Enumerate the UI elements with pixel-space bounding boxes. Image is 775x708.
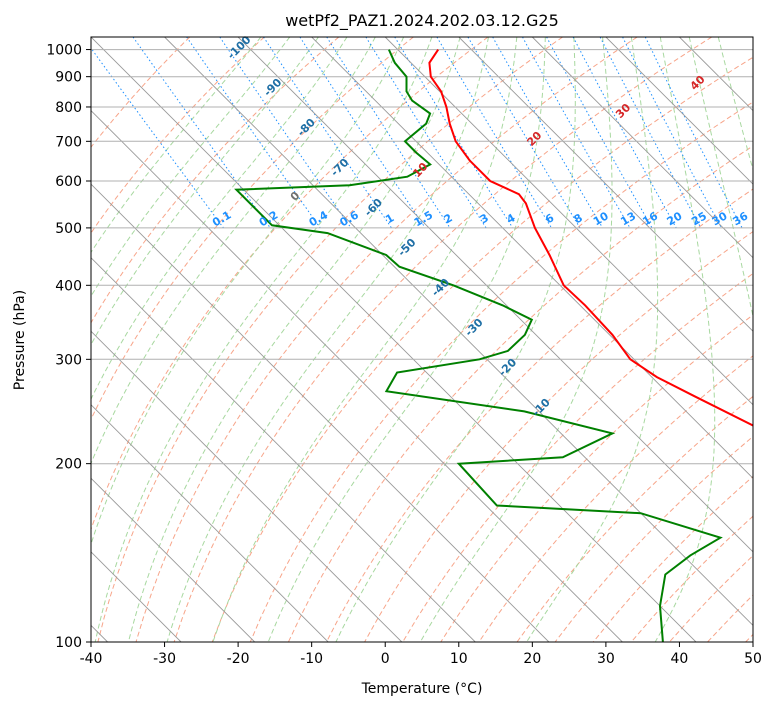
y-tick-label: 200: [55, 457, 82, 473]
dry-adiabat-line: [478, 355, 753, 642]
dewpoint-line: [234, 49, 723, 642]
moist-adiabat-line: [212, 37, 518, 642]
y-axis-label: Pressure (hPa): [12, 290, 28, 390]
mixing-ratio-line: [546, 37, 653, 229]
moist-adiabat-line: [654, 37, 716, 642]
mixing-ratio-line: [299, 37, 426, 229]
moist-adiabat-line: [91, 37, 262, 254]
isotherms: [91, 37, 753, 642]
x-tick-label: 40: [671, 651, 689, 667]
moist-adiabat-line: [166, 37, 489, 642]
plot-frame: [90, 36, 754, 643]
y-tick-label: 100: [55, 635, 82, 651]
isotherm-line: [311, 37, 753, 479]
isotherm-line: [91, 109, 623, 642]
isobars: [91, 49, 753, 642]
isotherm-line: [237, 37, 753, 553]
moist-adiabat-line: [127, 37, 461, 642]
y-tick-label: 700: [55, 134, 82, 150]
dry-adiabat-line: [91, 37, 489, 531]
axes-ticks: -40 -30 -20 -10 0 10 20 30 40 50 100 200 300 400 500 60…: [46, 43, 762, 667]
y-tick-label: 600: [55, 174, 82, 190]
moist-adiabat-line: [267, 37, 546, 642]
isotherm-line: [91, 183, 550, 642]
x-tick-label: -30: [153, 651, 176, 667]
moist-adiabat-line: [526, 37, 659, 642]
x-axis-label: Temperature (°C): [361, 681, 483, 697]
dry-adiabat-line: [211, 56, 753, 642]
isotherm-line: [164, 37, 753, 627]
dry-adiabat-line: [402, 272, 753, 642]
mixing-ratio-line: [132, 37, 271, 229]
mixing-ratio-lines: [91, 37, 743, 229]
dry-adiabat-line: [516, 395, 753, 642]
isotherm-line: [384, 37, 753, 406]
dry-adiabat-line: [91, 37, 340, 324]
dry-adiabat-line: [249, 101, 753, 642]
isotherm-line: [458, 37, 753, 332]
x-tick-label: 0: [381, 651, 390, 667]
moist-adiabat-line: [91, 37, 405, 546]
moist-adiabat-line: [688, 37, 753, 319]
mixing-ratio-line: [91, 47, 224, 229]
temperature-line: [428, 49, 753, 427]
mixing-ratio-line: [219, 37, 352, 229]
dry-adiabats: [91, 37, 753, 642]
isotherm-line: [91, 404, 329, 642]
y-tick-label: 800: [55, 100, 82, 116]
x-tick-label: -20: [227, 651, 250, 667]
plot-background: [91, 37, 753, 642]
mixing-ratio-line: [572, 37, 677, 229]
moist-adiabat-line: [335, 37, 576, 642]
mixing-ratio-line: [263, 37, 392, 229]
moist-adiabat-line: [91, 37, 319, 346]
mixing-ratio-line: [326, 37, 451, 229]
sounding-series: [234, 49, 753, 642]
moist-adiabat-line: [91, 37, 348, 401]
x-tick-label: 20: [523, 651, 541, 667]
moist-adiabat-line: [419, 37, 613, 642]
y-tick-label: 1000: [46, 43, 82, 59]
moist-adiabat-line: [91, 37, 376, 465]
isotherm-line: [91, 477, 256, 642]
mixing-ratio-line: [522, 37, 631, 229]
dry-adiabat-line: [135, 37, 638, 642]
y-tick-label: 900: [55, 70, 82, 86]
isotherm-line: [91, 330, 403, 642]
moist-adiabat-line: [94, 37, 433, 642]
dry-adiabat-line: [326, 188, 753, 642]
mixing-ratio-line: [644, 37, 743, 229]
moist-adiabats: [91, 37, 753, 642]
moist-adiabat-line: [717, 37, 753, 172]
isotherm-line: [91, 257, 476, 642]
x-tick-label: 10: [450, 651, 468, 667]
isotherm-line: [605, 37, 753, 185]
isotherm-line: [531, 37, 753, 259]
mixing-ratio-line: [186, 37, 321, 229]
x-tick-label: -10: [300, 651, 323, 667]
y-tick-label: 300: [55, 352, 82, 368]
plot-area: [91, 37, 753, 642]
dry-adiabat-line: [91, 37, 191, 148]
y-tick-label: 500: [55, 221, 82, 237]
y-tick-label: 400: [55, 278, 82, 294]
mixing-ratio-line: [394, 37, 514, 229]
x-tick-label: 30: [597, 651, 615, 667]
isotherm-line: [91, 37, 697, 642]
dry-adiabat-line: [91, 37, 265, 234]
dry-adiabat-line: [97, 37, 563, 642]
chart-title: wetPf2_PAZ1.2024.202.03.12.G25: [285, 11, 559, 31]
x-tick-label: 50: [744, 651, 762, 667]
x-tick-label: -40: [80, 651, 103, 667]
